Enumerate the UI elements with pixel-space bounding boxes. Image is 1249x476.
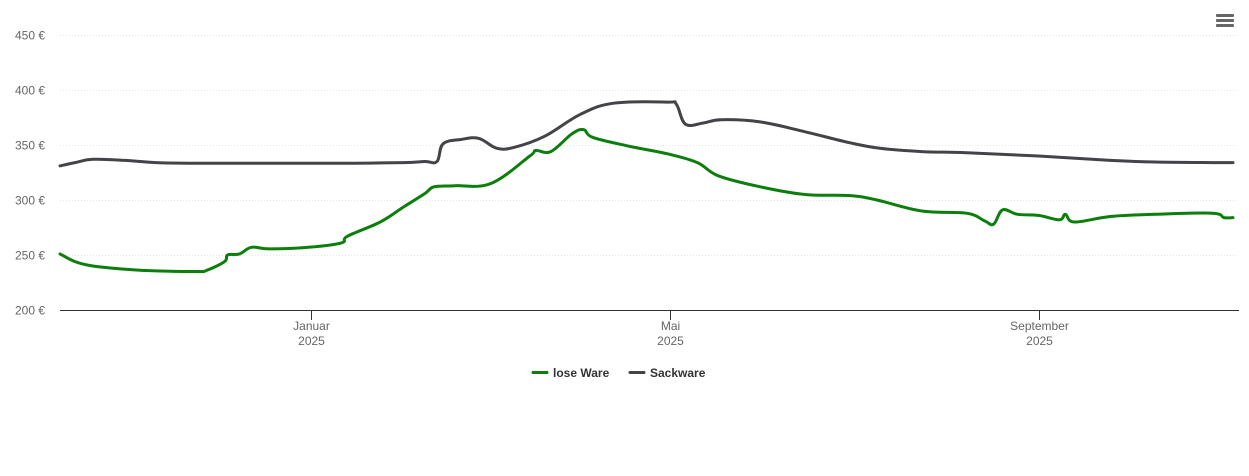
x-tick-label-month: Mai <box>661 319 680 333</box>
series-lines <box>58 100 1235 274</box>
y-tick-label: 300 € <box>15 194 45 208</box>
menu-bar <box>1216 14 1234 17</box>
legend[interactable]: lose Ware Sackware <box>531 366 706 380</box>
legend-item-sackware[interactable]: Sackware <box>628 366 706 380</box>
x-tick-label-month: September <box>1010 319 1069 333</box>
x-tick-label-year: 2025 <box>1026 334 1053 348</box>
x-tick-label-year: 2025 <box>298 334 325 348</box>
legend-label: Sackware <box>650 366 706 380</box>
menu-bar <box>1216 24 1234 27</box>
chart-menu-icon[interactable] <box>1213 12 1237 32</box>
y-tick-label: 350 € <box>15 139 45 153</box>
x-tick-label-year: 2025 <box>657 334 684 348</box>
menu-bar <box>1216 19 1234 22</box>
y-tick-label: 200 € <box>15 304 45 318</box>
series-line-sackware[interactable] <box>58 100 1235 168</box>
y-tick-label: 400 € <box>15 84 45 98</box>
grid-lines <box>60 35 1239 256</box>
legend-label: lose Ware <box>553 366 610 380</box>
series-line-lose-ware[interactable] <box>58 127 1235 274</box>
y-tick-label: 450 € <box>15 29 45 43</box>
y-tick-label: 250 € <box>15 249 45 263</box>
legend-item-lose-ware[interactable]: lose Ware <box>531 366 610 380</box>
x-tick-label-month: Januar <box>293 319 330 333</box>
y-axis-labels: 200 € 250 € 300 € 350 € 400 € 450 € <box>15 29 45 318</box>
